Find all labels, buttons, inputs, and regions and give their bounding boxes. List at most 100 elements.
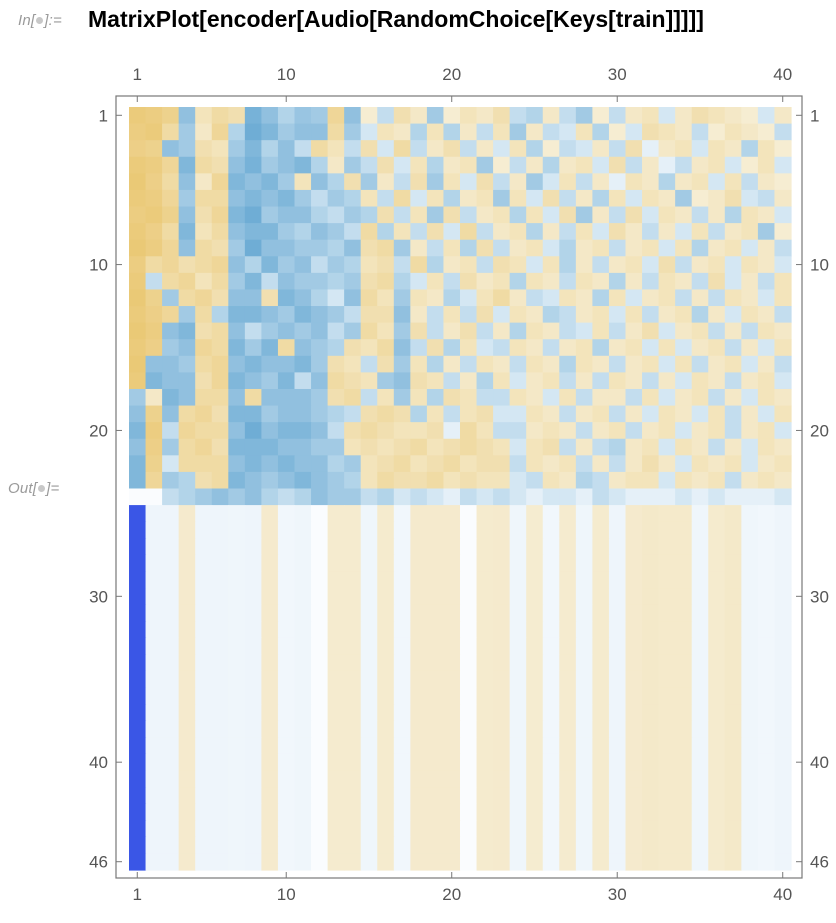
- heatmap-cell: [575, 521, 593, 539]
- heatmap-cell: [178, 405, 196, 423]
- heatmap-cell: [261, 687, 279, 705]
- heatmap-cell: [311, 753, 329, 772]
- heatmap-cell: [294, 339, 312, 357]
- heatmap-cell: [559, 521, 577, 539]
- heatmap-cell: [575, 571, 593, 589]
- heatmap-cell: [741, 239, 759, 257]
- heatmap-cell: [741, 687, 759, 705]
- heatmap-cell: [360, 554, 378, 573]
- heatmap-cell: [393, 405, 411, 423]
- heatmap-cell: [625, 803, 643, 821]
- heatmap-cell: [476, 123, 494, 141]
- heatmap-cell: [162, 836, 180, 855]
- heatmap-cell: [393, 156, 411, 174]
- heatmap-cell: [691, 256, 709, 274]
- heatmap-cell: [724, 438, 742, 456]
- heatmap-cell: [592, 372, 610, 390]
- heatmap-cell: [145, 306, 163, 324]
- heatmap-cell: [542, 156, 560, 174]
- heatmap-cell: [774, 471, 792, 490]
- heatmap-cell: [575, 704, 593, 722]
- heatmap-cell: [195, 372, 213, 390]
- heatmap-cell: [244, 223, 262, 241]
- heatmap-cell: [311, 554, 329, 573]
- heatmap-cell: [195, 720, 213, 738]
- heatmap-cell: [724, 405, 742, 423]
- heatmap-cell: [708, 787, 726, 805]
- heatmap-cell: [410, 820, 428, 838]
- heatmap-cell: [344, 803, 362, 821]
- heatmap-cell: [311, 853, 329, 871]
- heatmap-cell: [426, 720, 445, 738]
- heatmap-cell: [542, 322, 560, 340]
- heatmap-cell: [675, 505, 693, 523]
- heatmap-cell: [129, 637, 147, 655]
- heatmap-cell: [675, 654, 693, 672]
- heatmap-cell: [658, 272, 676, 291]
- heatmap-cell: [542, 670, 560, 689]
- heatmap-cell: [261, 173, 279, 191]
- heatmap-cell: [642, 853, 660, 871]
- heatmap-cell: [741, 405, 759, 423]
- heatmap-cell: [145, 820, 163, 838]
- input-code[interactable]: MatrixPlot[encoder[Audio[RandomChoice[Ke…: [88, 6, 704, 32]
- heatmap-cell: [327, 770, 345, 788]
- heatmap-cell: [178, 289, 196, 307]
- heatmap-cell: [642, 206, 660, 224]
- heatmap-cell: [195, 670, 213, 689]
- heatmap-cell: [228, 107, 246, 125]
- heatmap-cell: [162, 521, 180, 539]
- heatmap-cell: [691, 422, 709, 440]
- heatmap-cell: [410, 654, 428, 672]
- heatmap-cell: [261, 571, 279, 589]
- heatmap-cell: [327, 753, 345, 772]
- heatmap-cell: [344, 836, 362, 855]
- heatmap-cell: [526, 836, 544, 855]
- heatmap-cell: [724, 621, 742, 639]
- heatmap-cell: [410, 737, 428, 755]
- heatmap-cell: [658, 571, 676, 589]
- heatmap-cell: [493, 107, 511, 125]
- heatmap-cell: [294, 853, 312, 871]
- heatmap-cell: [244, 422, 262, 440]
- heatmap-cell: [658, 836, 676, 855]
- heatmap-cell: [277, 322, 296, 340]
- heatmap-cell: [426, 787, 445, 805]
- heatmap-cell: [724, 422, 742, 440]
- heatmap-cell: [559, 538, 577, 556]
- heatmap-cell: [460, 471, 478, 490]
- heatmap-cell: [327, 654, 345, 672]
- heatmap-cell: [675, 339, 693, 357]
- heatmap-cell: [774, 704, 792, 722]
- output-label-prefix: Out[: [8, 480, 38, 497]
- heatmap-cell: [327, 355, 345, 373]
- heatmap-cell: [443, 422, 461, 440]
- heatmap-cell: [476, 554, 494, 573]
- heatmap-cell: [360, 256, 378, 274]
- heatmap-cell: [608, 554, 627, 573]
- heatmap-cell: [708, 256, 726, 274]
- heatmap-cell: [691, 488, 709, 506]
- heatmap-cell: [675, 803, 693, 821]
- heatmap-cell: [691, 322, 709, 340]
- heatmap-cell: [708, 538, 726, 556]
- heatmap-cell: [244, 256, 262, 274]
- heatmap-cell: [244, 206, 262, 224]
- heatmap-cell: [592, 339, 610, 357]
- heatmap-cell: [360, 505, 378, 523]
- heatmap-cell: [311, 189, 329, 208]
- heatmap-cell: [658, 753, 676, 772]
- heatmap-cell: [708, 737, 726, 755]
- heatmap-cell: [327, 422, 345, 440]
- heatmap-cell: [410, 223, 428, 241]
- heatmap-cell: [691, 720, 709, 738]
- heatmap-cell: [559, 455, 577, 473]
- heatmap-cell: [327, 455, 345, 473]
- heatmap-cell: [691, 239, 709, 257]
- heatmap-cell: [608, 704, 627, 722]
- heatmap-cell: [360, 339, 378, 357]
- heatmap-cell: [608, 405, 627, 423]
- heatmap-cell: [542, 787, 560, 805]
- heatmap-cell: [575, 720, 593, 738]
- heatmap-cell: [393, 189, 411, 208]
